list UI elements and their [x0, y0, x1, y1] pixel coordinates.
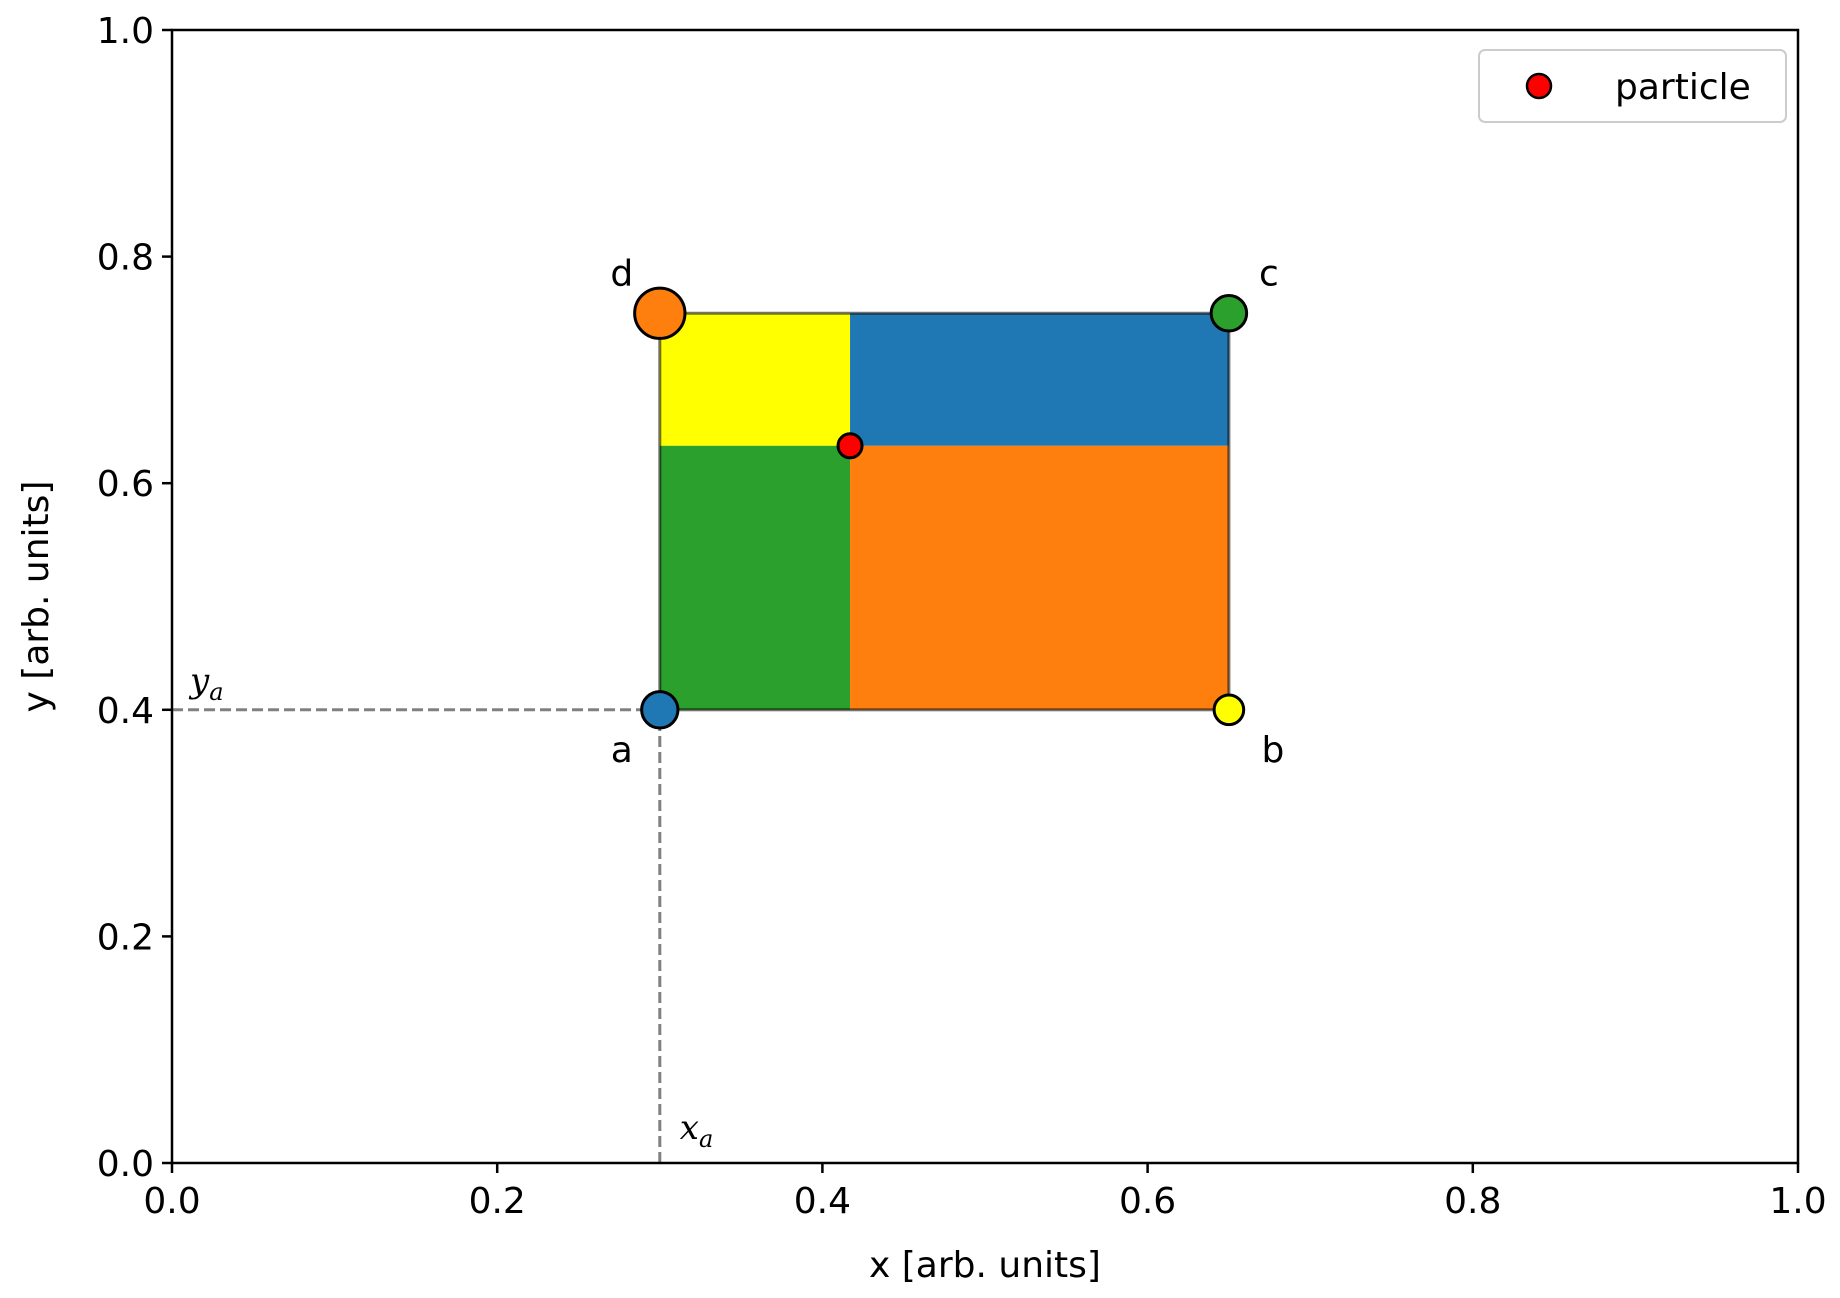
- corner-marker-a: [640, 690, 680, 730]
- y-tick-label: 0.0: [97, 1144, 154, 1185]
- x-axis-label: x [arb. units]: [869, 1245, 1101, 1286]
- corner-markers: a b c d: [610, 253, 1284, 771]
- x-axis-ticks: 0.0 0.2 0.4 0.6 0.8 1.0: [143, 1163, 1827, 1222]
- x-tick-label: 0.4: [794, 1181, 851, 1222]
- x-tick-label: 0.6: [1119, 1181, 1176, 1222]
- x-tick-label: 1.0: [1769, 1181, 1826, 1222]
- y-axis-ticks: 0.0 0.2 0.4 0.6 0.8 1.0: [97, 11, 172, 1185]
- y-tick-label: 0.8: [97, 238, 154, 279]
- legend-label-particle: particle: [1615, 67, 1751, 108]
- guide-lines: [172, 708, 662, 1163]
- legend-marker-particle: [1525, 72, 1553, 100]
- corner-label-c: c: [1259, 253, 1279, 294]
- particle-marker-group: [836, 432, 864, 460]
- area-blue: [850, 313, 1229, 446]
- cell-outline: [658, 311, 1231, 712]
- y-axis-label: y [arb. units]: [16, 481, 57, 713]
- area-orange: [850, 445, 1229, 710]
- corner-label-b: b: [1261, 730, 1284, 771]
- x-a-subscript: a: [699, 1125, 713, 1153]
- corner-marker-c: [1209, 294, 1249, 333]
- area-rectangles: [658, 311, 1231, 712]
- x-tick-label: 0.8: [1444, 1181, 1501, 1222]
- x-tick-label: 0.0: [143, 1181, 200, 1222]
- y-tick-label: 0.2: [97, 917, 154, 958]
- legend-box: [1478, 49, 1787, 123]
- legend: particle: [1478, 49, 1787, 123]
- y-a-subscript: a: [209, 678, 223, 706]
- y-tick-label: 0.6: [97, 464, 154, 505]
- x-a-label: xa: [680, 1108, 714, 1153]
- area-green: [659, 445, 851, 710]
- area-yellow: [659, 313, 851, 446]
- corner-marker-b: [1212, 693, 1246, 727]
- corner-label-a: a: [611, 730, 633, 771]
- particle-marker: [836, 432, 864, 460]
- corner-label-d: d: [610, 253, 633, 294]
- y-a-label: ya: [188, 661, 224, 706]
- plot-frame: [170, 28, 1800, 1165]
- x-tick-label: 0.2: [469, 1181, 526, 1222]
- corner-marker-d: [633, 286, 687, 340]
- y-tick-label: 0.4: [97, 691, 154, 732]
- y-tick-label: 1.0: [97, 11, 154, 52]
